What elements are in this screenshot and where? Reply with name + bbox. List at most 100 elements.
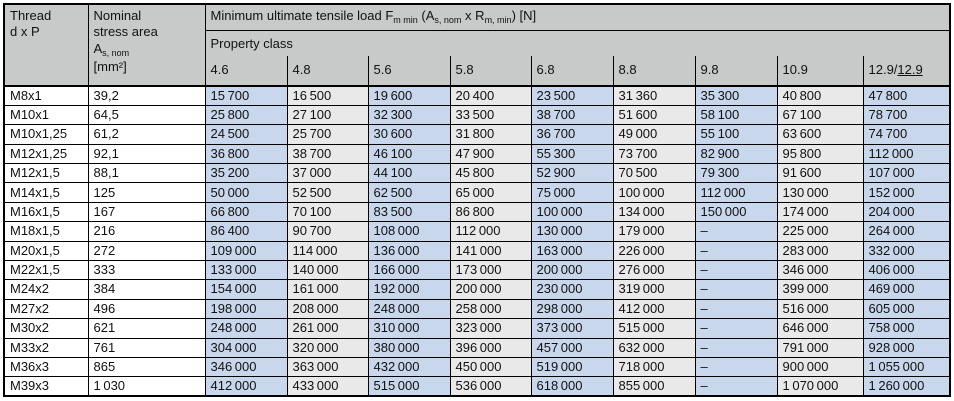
load-cell: 74 700 (862, 124, 951, 145)
load-cell: 58 100 (694, 104, 778, 126)
load-cell: 264 000 (862, 221, 951, 242)
load-cell: 396 000 (449, 337, 532, 358)
thread-cell: M18x1,5 (3, 221, 89, 242)
load-cell: 79 300 (694, 163, 778, 184)
load-cell: 47 800 (862, 85, 951, 106)
stress-area-cell: 384 (87, 279, 206, 300)
property-class-5.8: 5.8 (449, 56, 532, 87)
load-cell: 433 000 (286, 376, 369, 397)
table-row: M18x1,5 216 86 400 90 700 108 000 112 000 130 … (3, 221, 951, 242)
load-cell: 95 800 (776, 143, 864, 165)
load-cell: 174 000 (776, 201, 864, 223)
load-cell: 450 000 (449, 356, 532, 378)
stress-area-cell: 621 (87, 318, 206, 339)
load-cell: 1 260 000 (862, 376, 951, 397)
load-cell: 35 300 (694, 85, 778, 106)
property-class-9.8: 9.8 (694, 56, 778, 87)
load-cell: 25 800 (204, 104, 288, 126)
load-cell: 855 000 (612, 376, 696, 397)
load-cell: 432 000 (367, 356, 451, 378)
thread-cell: M14x1,5 (3, 182, 89, 203)
thread-cell: M27x2 (3, 298, 89, 320)
tensile-load-header: Minimum ultimate tensile load Fm min (As… (204, 3, 951, 31)
load-cell: 83 500 (367, 201, 451, 223)
load-cell: 36 800 (204, 143, 288, 165)
load-cell: 67 100 (776, 104, 864, 126)
load-cell: 32 300 (367, 104, 451, 126)
load-cell: 346 000 (776, 260, 864, 281)
load-cell: 44 100 (367, 163, 451, 184)
load-cell: 173 000 (449, 260, 532, 281)
stress-area-column-header: Nominal stress area As, nom [mm²] (87, 3, 206, 87)
load-cell: – (694, 298, 778, 320)
load-cell: 515 000 (367, 376, 451, 397)
stress-area-cell: 1 030 (87, 376, 206, 397)
table-row: M20x1,5 272 109 000 114 000 136 000 141 000 16… (3, 240, 951, 262)
load-cell: 51 600 (612, 104, 696, 126)
load-cell: 15 700 (204, 85, 288, 106)
load-cell: 248 000 (204, 318, 288, 339)
area-header-symbol: As, nom (93, 40, 130, 58)
load-cell: 31 360 (612, 85, 696, 106)
thread-cell: M20x1,5 (3, 240, 89, 262)
load-cell: 412 000 (612, 298, 696, 320)
load-cell: 27 100 (286, 104, 369, 126)
property-class-8.8: 8.8 (612, 56, 696, 87)
thread-cell: M16x1,5 (3, 201, 89, 223)
load-cell: 65 000 (449, 182, 532, 203)
load-cell: 469 000 (862, 279, 951, 300)
load-cell: 791 000 (776, 337, 864, 358)
load-cell: – (694, 337, 778, 358)
load-cell: 20 400 (449, 85, 532, 106)
thread-column-header: Thread d x P (3, 3, 89, 87)
load-cell: 112 000 (862, 143, 951, 165)
table-row: M8x1 39,2 15 700 16 500 19 600 20 400 23 500 31… (3, 85, 951, 106)
load-cell: 332 000 (862, 240, 951, 262)
load-cell: 134 000 (612, 201, 696, 223)
stress-area-cell: 272 (87, 240, 206, 262)
load-cell: 130 000 (776, 182, 864, 203)
load-cell: 112 000 (694, 182, 778, 203)
property-class-12.9-12.9: 12.9/12.9 (862, 56, 951, 87)
load-cell: 283 000 (776, 240, 864, 262)
load-cell: 70 500 (612, 163, 696, 184)
table-row: M39x3 1 030 412 000 433 000 515 000 536 000 61… (3, 376, 951, 397)
table-row: M36x3 865 346 000 363 000 432 000 450 000 519 … (3, 356, 951, 378)
load-cell: 52 500 (286, 182, 369, 203)
load-cell: 346 000 (204, 356, 288, 378)
stress-area-cell: 64,5 (87, 104, 206, 126)
load-cell: 19 600 (367, 85, 451, 106)
load-cell: 230 000 (530, 279, 614, 300)
load-cell: 75 000 (530, 182, 614, 203)
load-cell: 515 000 (612, 318, 696, 339)
stress-area-cell: 865 (87, 356, 206, 378)
load-cell: 70 100 (286, 201, 369, 223)
load-cell: 758 000 (862, 318, 951, 339)
thread-cell: M10x1,25 (3, 124, 89, 145)
load-cell: 163 000 (530, 240, 614, 262)
header-row-property-class: Property class (4, 29, 951, 56)
load-cell: – (694, 221, 778, 242)
thread-header-line2: d x P (10, 24, 40, 40)
table-row: M12x1,25 92,1 36 800 38 700 46 100 47 900 55 3… (3, 143, 951, 165)
load-cell: – (694, 376, 778, 397)
load-cell: 38 700 (286, 143, 369, 165)
load-cell: 33 500 (449, 104, 532, 126)
load-cell: 258 000 (449, 298, 532, 320)
load-cell: 248 000 (367, 298, 451, 320)
load-cell: 900 000 (776, 356, 864, 378)
load-cell: 112 000 (449, 221, 532, 242)
load-cell: 198 000 (204, 298, 288, 320)
load-cell: 35 200 (204, 163, 288, 184)
table-body: M8x1 39,2 15 700 16 500 19 600 20 400 23 500 31… (3, 85, 951, 397)
load-cell: 457 000 (530, 337, 614, 358)
load-cell: 49 000 (612, 124, 696, 145)
thread-header-line1: Thread (10, 8, 52, 23)
load-cell: 91 600 (776, 163, 864, 184)
load-cell: 78 700 (862, 104, 951, 126)
load-cell: 928 000 (862, 337, 951, 358)
load-cell: 192 000 (367, 279, 451, 300)
load-cell: 55 300 (530, 143, 614, 165)
load-cell: 646 000 (776, 318, 864, 339)
